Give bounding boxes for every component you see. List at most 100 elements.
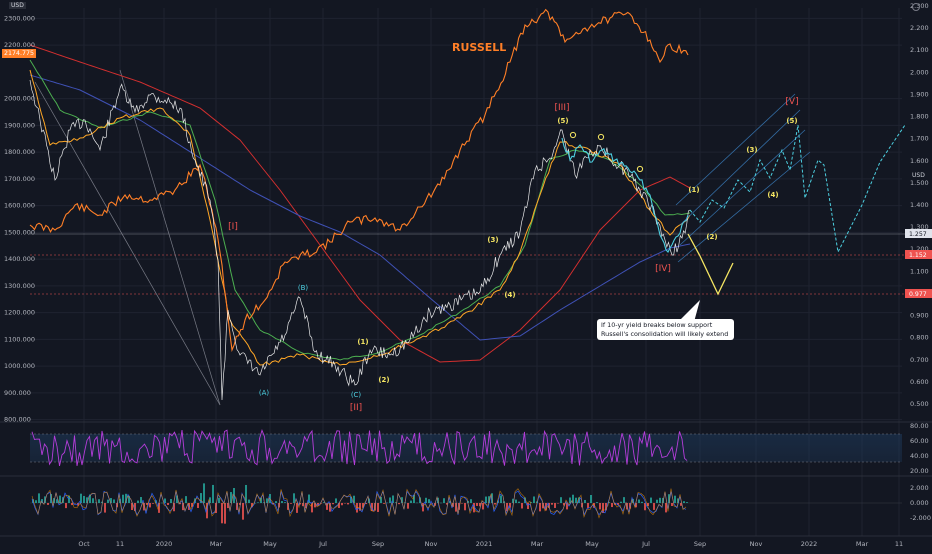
macd-bar [677,498,679,503]
time-axis-label: 2021 [476,540,493,548]
annotation-line-1: If 10-yr yield breaks below support [601,321,713,329]
macd-bar [479,503,481,507]
time-axis-label: 11 [116,540,124,548]
macd-bar [164,498,166,503]
macd-axis-tick: -2.000 [910,514,931,522]
wave-label: (1) [357,338,368,346]
macd-bar [236,503,238,510]
time-axis-label: 2022 [801,540,818,548]
left-axis-tick: 1600.000 [4,202,35,210]
macd-bar [659,497,661,503]
macd-bar [350,496,352,503]
macd-bar [206,503,208,519]
macd-bar [644,503,646,511]
macd-bar [500,495,502,503]
macd-bar [182,503,184,511]
annotation-pointer [680,300,700,322]
macd-bar [560,497,562,503]
right-axis-tick: 1.600 [910,157,929,165]
time-axis-label: Sep [372,540,384,548]
price-line [29,79,691,401]
macd-bar [260,497,262,503]
macd-bar [395,502,397,503]
right-axis-tick: 1.100 [910,267,929,275]
wave-circle-2 [636,165,644,173]
macd-bar [329,503,331,512]
macd-bar [635,503,637,508]
wave-label: (2) [378,376,389,384]
macd-bar [335,498,337,503]
macd-axis-tick: 0.000 [910,499,929,507]
macd-bar [377,503,379,512]
macd-bar [371,503,373,511]
macd-bar [533,496,535,503]
macd-bar [113,499,115,503]
left-axis-tick: 1300.000 [4,282,35,290]
macd-bar [422,503,424,512]
macd-bar [344,503,346,504]
macd-bar [323,502,325,503]
macd-bar [599,503,601,510]
macd-bar [104,503,106,513]
macd-bar [65,503,67,509]
settings-icon[interactable] [912,3,920,11]
macd-bar [587,503,589,509]
macd-pane: 2.000 0.000 -2.000 [0,475,932,524]
ma-green [29,59,691,361]
macd-bar [311,503,313,513]
macd-bar [173,503,175,512]
time-axis-label: Mar [210,540,223,548]
ma-blue [29,74,691,341]
currency-right: USD [912,172,925,179]
left-axis-tick: 900.000 [4,389,31,397]
time-axis-label: May [263,540,277,548]
macd-bar [152,503,154,504]
macd-bar [41,499,43,503]
wave-label: (A) [259,389,270,397]
macd-bar [137,500,139,503]
macd-bar [356,503,358,513]
macd-bar [308,494,310,503]
macd-bar [392,495,394,503]
macd-bar [191,503,193,507]
macd-bar [590,494,592,503]
macd-bar [428,499,430,503]
wave-label: (4) [767,191,778,199]
right-axis-tick: 1.300 [910,223,929,231]
macd-bar [245,484,247,503]
background-overlays [30,69,905,406]
macd-bar [482,503,484,510]
macd-bar [146,503,148,505]
macd-bar [77,503,79,506]
wave-projection-yellow [687,233,734,296]
macd-bar [383,503,385,504]
wave-label: (5) [786,117,797,125]
right-price-badge: 0.977 [909,291,927,298]
macd-bar [290,503,292,504]
macd-bar [653,503,655,510]
macd-bar [455,503,457,512]
macd-bar [359,503,361,511]
macd-bar [596,502,598,503]
right-axis-tick: 1.400 [910,201,929,209]
channel-line-2 [677,151,811,263]
time-axis-label: Mar [856,540,869,548]
right-axis-tick: 2.200 [910,24,929,32]
macd-bar [557,503,559,504]
macd-bar [134,503,136,511]
right-price-badge: 1.257 [909,231,927,238]
left-axis-tick: 2000.000 [4,95,35,103]
macd-bar [623,497,625,503]
macd-bar [86,497,88,503]
macd-bar [98,499,100,503]
macd-bar [110,498,112,503]
macd-bar [476,503,478,506]
macd-bar [179,503,181,505]
macd-bar [683,501,685,503]
macd-bar [338,503,340,509]
macd-bar [203,483,205,503]
right-axis-tick: 1.900 [910,90,929,98]
macd-bar [281,501,283,503]
